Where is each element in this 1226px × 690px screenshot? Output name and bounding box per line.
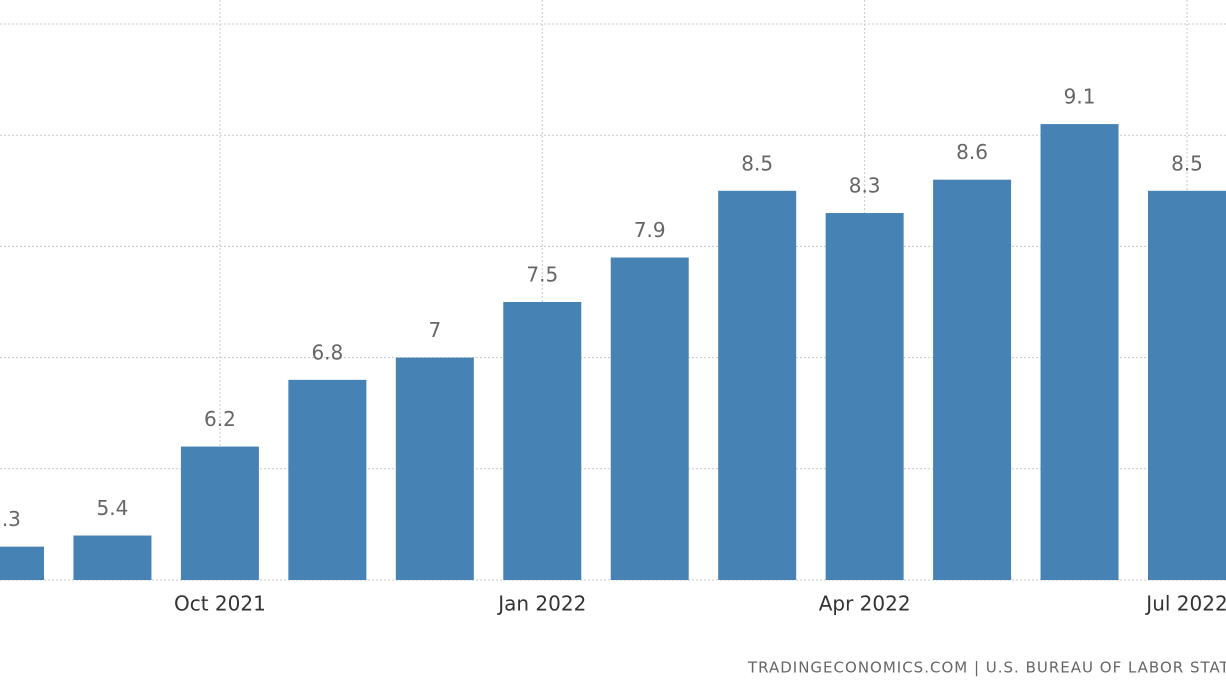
value-label: 6.8: [311, 340, 343, 364]
bar: [718, 190, 797, 581]
x-tick-label: Oct 2021: [174, 592, 266, 616]
value-label: 9.1: [1064, 85, 1096, 109]
x-tick-label: Apr 2022: [819, 592, 911, 616]
value-label: 8.5: [1171, 151, 1203, 175]
bar: [1148, 190, 1226, 581]
value-label: 7.5: [526, 263, 558, 287]
bar: [180, 446, 259, 580]
value-label: 7.9: [634, 218, 666, 242]
bar: [503, 302, 582, 580]
source-note: TRADINGECONOMICS.COM | U.S. BUREAU OF LA…: [747, 659, 1226, 677]
bar: [825, 213, 904, 581]
value-label: 6.2: [204, 407, 236, 431]
bar: [933, 179, 1012, 580]
bar: [0, 546, 44, 580]
bar: [395, 357, 474, 580]
value-label: 8.3: [849, 174, 881, 198]
value-label: 8.5: [741, 151, 773, 175]
value-label: 5.3: [0, 507, 21, 531]
value-label: 5.4: [97, 496, 129, 520]
bar: [1040, 124, 1119, 580]
bar: [610, 257, 689, 580]
value-label: 8.6: [956, 140, 988, 164]
x-tick-label: Jul 2022: [1144, 592, 1226, 616]
bar: [73, 535, 152, 580]
bar: [288, 379, 367, 580]
x-tick-label: Jan 2022: [496, 592, 586, 616]
value-label: 7: [428, 318, 441, 342]
